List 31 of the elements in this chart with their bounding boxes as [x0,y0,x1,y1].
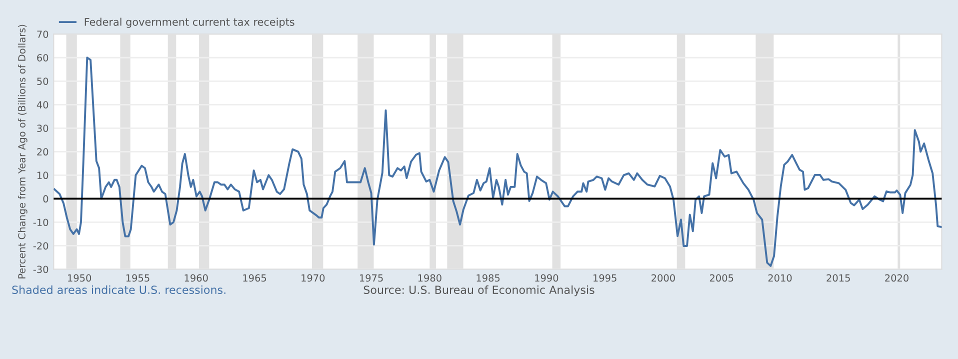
x-tick-label: 1950 [68,274,92,282]
y-tick-label: -20 [33,242,48,250]
x-tick-label: 1965 [243,274,266,282]
y-tick-label: 50 [37,78,48,85]
x-tick-label: 1985 [476,274,500,282]
x-tick-label: 2000 [652,274,675,282]
x-tick-label: 1960 [184,274,208,282]
x-tick-label: 2010 [768,274,792,282]
x-tick-label: 2020 [885,274,908,282]
y-axis-title: Percent Change from Year Ago of (Billions of Dollars) [18,24,28,278]
y-tick-label: 60 [37,54,48,62]
source-note: Source: U.S. Bureau of Economic Analysis [364,285,594,296]
x-tick-label: 1975 [360,274,383,282]
x-tick-label: 1970 [302,274,325,282]
x-tick-label: 1990 [535,274,558,282]
line-series [54,56,942,267]
y-tick-label: 40 [36,101,48,108]
x-tick-label: 1955 [126,274,150,282]
x-tick-label: 1980 [418,274,442,282]
y-tick-label: -10 [33,218,48,226]
x-tick-label: 1995 [594,274,616,282]
x-tick-label: 2005 [710,274,734,282]
legend-label: Federal government current tax receipts [84,18,294,28]
y-tick-label: 20 [37,148,48,156]
y-tick-label: -30 [33,266,48,274]
text: Shaded areas indicate U.S. recessions. [12,285,226,294]
y-tick-label: 30 [37,124,48,132]
y-tick-label: 70 [37,30,48,38]
x-tick-label: 2015 [826,274,850,282]
y-tick-label: 0 [43,195,48,203]
y-tick-label: 10 [37,172,48,180]
